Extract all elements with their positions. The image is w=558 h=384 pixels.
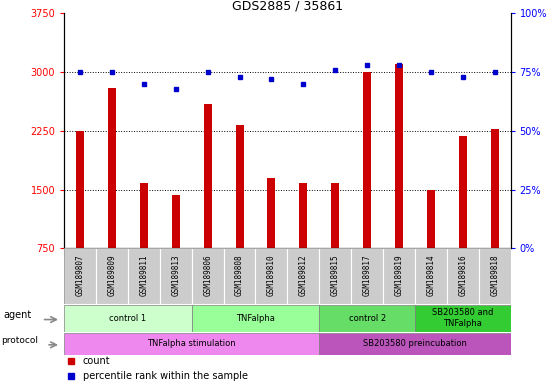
- Text: count: count: [83, 356, 110, 366]
- Text: TNFalpha stimulation: TNFalpha stimulation: [147, 339, 236, 348]
- Bar: [192, 305, 319, 332]
- Bar: [415, 248, 447, 304]
- Text: GSM189808: GSM189808: [235, 254, 244, 296]
- Bar: [235, 126, 243, 248]
- Text: GSM189819: GSM189819: [395, 254, 403, 296]
- Text: GSM189810: GSM189810: [267, 254, 276, 296]
- Bar: [331, 184, 339, 248]
- Bar: [383, 248, 415, 304]
- Bar: [395, 65, 403, 248]
- Text: TNFalpha: TNFalpha: [236, 314, 275, 323]
- Text: protocol: protocol: [1, 336, 39, 346]
- Bar: [459, 136, 466, 248]
- Text: control 1: control 1: [109, 314, 147, 323]
- Bar: [351, 248, 383, 304]
- Bar: [160, 248, 192, 304]
- Text: GSM189812: GSM189812: [299, 254, 308, 296]
- Bar: [64, 305, 192, 332]
- Text: percentile rank within the sample: percentile rank within the sample: [83, 371, 248, 381]
- Bar: [490, 129, 499, 248]
- Bar: [204, 104, 211, 248]
- Bar: [427, 190, 435, 248]
- Text: GSM189813: GSM189813: [171, 254, 180, 296]
- Bar: [76, 131, 84, 248]
- Bar: [96, 248, 128, 304]
- Text: GSM189816: GSM189816: [458, 254, 467, 296]
- Bar: [287, 248, 319, 304]
- Text: GSM189814: GSM189814: [426, 254, 435, 296]
- Text: GSM189817: GSM189817: [363, 254, 372, 296]
- Text: GSM189815: GSM189815: [331, 254, 340, 296]
- Bar: [479, 248, 511, 304]
- Text: control 2: control 2: [349, 314, 386, 323]
- Bar: [140, 184, 148, 248]
- Bar: [447, 248, 479, 304]
- Bar: [415, 305, 511, 332]
- Bar: [108, 88, 116, 248]
- Text: SB203580 preincubation: SB203580 preincubation: [363, 339, 467, 348]
- Bar: [128, 248, 160, 304]
- Bar: [319, 248, 351, 304]
- Text: GSM189818: GSM189818: [490, 254, 499, 296]
- Bar: [319, 305, 415, 332]
- Text: GSM189806: GSM189806: [203, 254, 212, 296]
- Bar: [267, 178, 276, 248]
- Bar: [224, 248, 256, 304]
- Text: GSM189807: GSM189807: [76, 254, 85, 296]
- Bar: [64, 248, 96, 304]
- Bar: [64, 333, 319, 355]
- Bar: [192, 248, 224, 304]
- Bar: [363, 72, 371, 248]
- Text: GSM189811: GSM189811: [140, 254, 148, 296]
- Bar: [256, 248, 287, 304]
- Title: GDS2885 / 35861: GDS2885 / 35861: [232, 0, 343, 12]
- Bar: [299, 184, 307, 248]
- Text: agent: agent: [3, 310, 31, 320]
- Text: GSM189809: GSM189809: [108, 254, 117, 296]
- Bar: [172, 195, 180, 248]
- Text: SB203580 and
TNFalpha: SB203580 and TNFalpha: [432, 308, 493, 328]
- Bar: [319, 333, 511, 355]
